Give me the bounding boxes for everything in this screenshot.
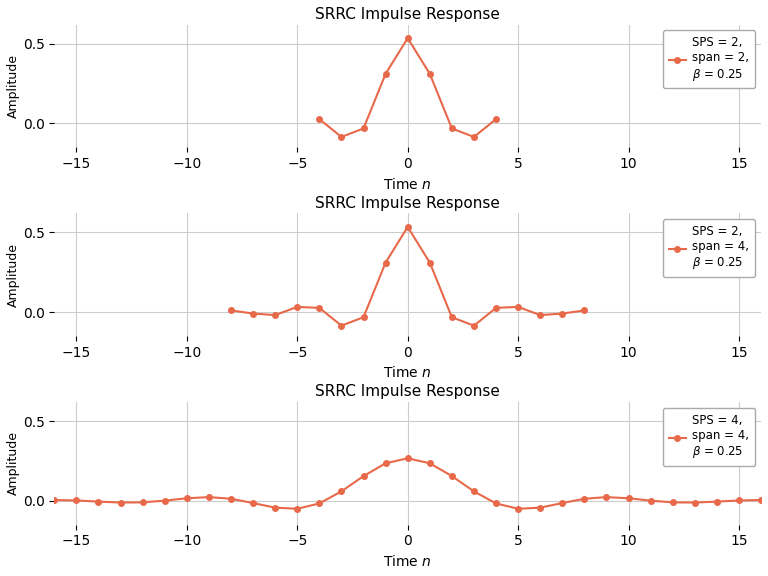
X-axis label: Time $n$: Time $n$ xyxy=(383,554,432,569)
Title: SRRC Impulse Response: SRRC Impulse Response xyxy=(315,196,500,211)
Y-axis label: Amplitude: Amplitude xyxy=(7,431,20,495)
Title: SRRC Impulse Response: SRRC Impulse Response xyxy=(315,7,500,22)
X-axis label: Time $n$: Time $n$ xyxy=(383,365,432,380)
Y-axis label: Amplitude: Amplitude xyxy=(7,242,20,306)
X-axis label: Time $n$: Time $n$ xyxy=(383,176,432,192)
Y-axis label: Amplitude: Amplitude xyxy=(7,54,20,118)
Title: SRRC Impulse Response: SRRC Impulse Response xyxy=(315,384,500,400)
Legend: SPS = 4,
span = 4,
$\beta$ = 0.25: SPS = 4, span = 4, $\beta$ = 0.25 xyxy=(663,408,755,466)
Legend: SPS = 2,
span = 2,
$\beta$ = 0.25: SPS = 2, span = 2, $\beta$ = 0.25 xyxy=(663,31,755,88)
Legend: SPS = 2,
span = 4,
$\beta$ = 0.25: SPS = 2, span = 4, $\beta$ = 0.25 xyxy=(663,219,755,277)
